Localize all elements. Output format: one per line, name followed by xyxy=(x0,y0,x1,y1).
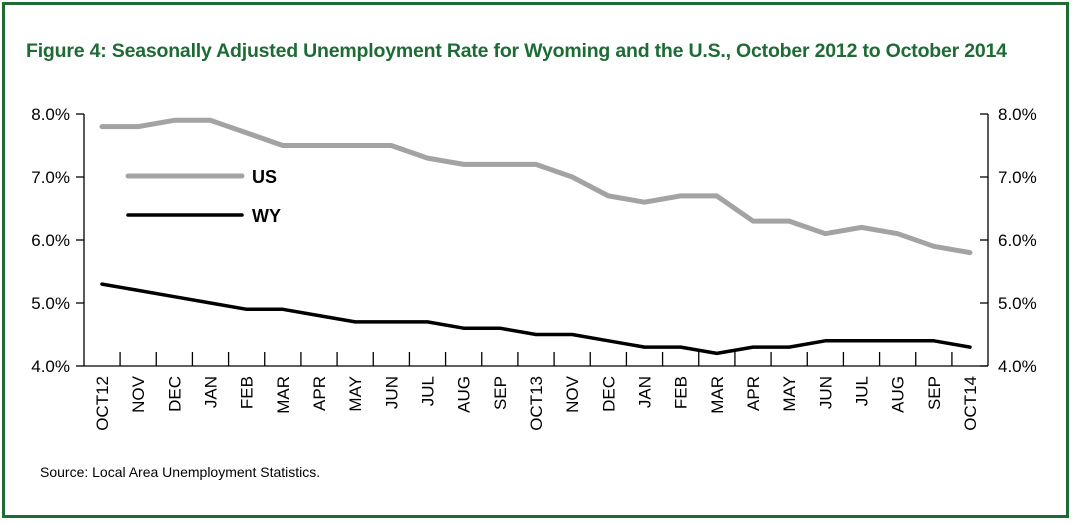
x-tick-label: OCT13 xyxy=(527,376,546,431)
left-y-tick-label: 7.0% xyxy=(31,168,70,187)
left-y-tick-label: 5.0% xyxy=(31,294,70,313)
series-line-us xyxy=(99,117,973,256)
right-y-tick-label: 8.0% xyxy=(998,105,1037,124)
legend-label-wy: WY xyxy=(252,206,281,226)
x-tick-label: SEP xyxy=(925,376,944,410)
right-y-tick-label: 7.0% xyxy=(998,168,1037,187)
x-tick-label: OCT14 xyxy=(961,376,980,431)
left-y-tick-label: 6.0% xyxy=(31,231,70,250)
right-y-tick-label: 6.0% xyxy=(998,231,1037,250)
x-tick-label: MAR xyxy=(274,376,293,414)
x-tick-label: AUG xyxy=(889,376,908,413)
right-y-tick-label: 4.0% xyxy=(998,357,1037,376)
x-tick-label: FEB xyxy=(238,376,257,409)
x-tick-label: MAR xyxy=(708,376,727,414)
x-tick-label: SEP xyxy=(491,376,510,410)
x-tick-label: MAY xyxy=(346,376,365,412)
x-tick-label: NOV xyxy=(129,375,148,413)
x-tick-label: OCT12 xyxy=(93,376,112,431)
left-y-tick-label: 4.0% xyxy=(31,357,70,376)
left-y-axis-ticks: 4.0% 5.0% 6.0% 7.0% 8.0% xyxy=(31,105,84,376)
x-tick-label: JUL xyxy=(419,376,438,406)
x-tick-label: JAN xyxy=(202,376,221,408)
x-tick-label: APR xyxy=(744,376,763,411)
x-tick-label: JUL xyxy=(853,376,872,406)
x-tick-label: DEC xyxy=(165,376,184,412)
x-tick-label: JAN xyxy=(636,376,655,408)
chart-title: Figure 4: Seasonally Adjusted Unemployme… xyxy=(26,40,1007,62)
chart-axes xyxy=(83,114,989,367)
right-y-axis-ticks: 4.0% 5.0% 6.0% 7.0% 8.0% xyxy=(980,105,1037,376)
legend-label-us: US xyxy=(252,167,277,187)
x-tick-label: APR xyxy=(310,376,329,411)
x-tick-label: MAY xyxy=(780,376,799,412)
x-tick-label: JUN xyxy=(382,376,401,409)
series-line-wy xyxy=(100,282,972,356)
series-lines xyxy=(99,117,973,356)
right-y-tick-label: 5.0% xyxy=(998,294,1037,313)
x-axis-ticks: OCT12 NOV DEC JAN FEB MAR APR MAY JUN JUL AUG SEP OC… xyxy=(93,352,980,431)
x-tick-label: AUG xyxy=(455,376,474,413)
x-tick-label: NOV xyxy=(563,375,582,413)
legend: US WY xyxy=(125,167,281,226)
x-tick-label: JUN xyxy=(816,376,835,409)
source-note: Source: Local Area Unemployment Statisti… xyxy=(40,464,321,480)
left-y-tick-label: 8.0% xyxy=(31,105,70,124)
x-tick-label: DEC xyxy=(599,376,618,412)
figure-frame xyxy=(2,2,1069,518)
x-tick-label: FEB xyxy=(672,376,691,409)
